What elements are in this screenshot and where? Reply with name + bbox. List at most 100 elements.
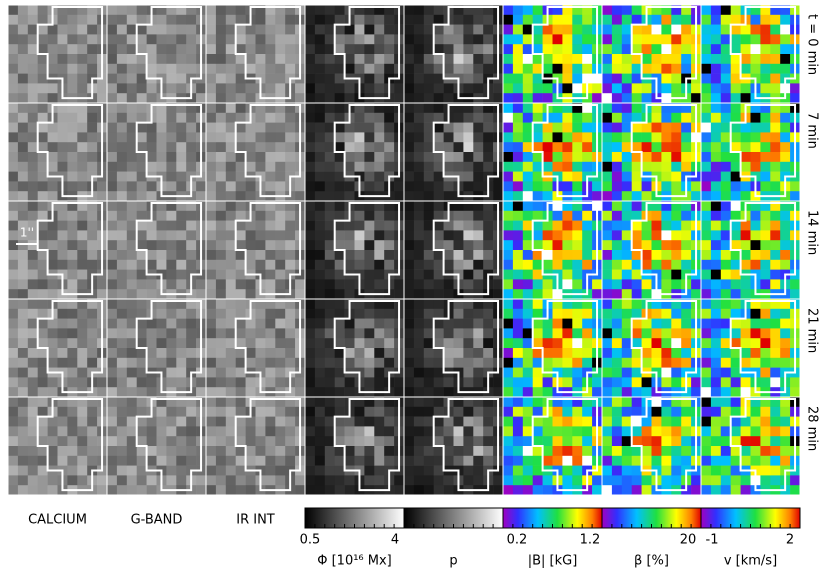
pixel bbox=[513, 15, 523, 25]
pixel bbox=[18, 93, 28, 103]
pixel bbox=[315, 142, 325, 152]
pixel bbox=[117, 358, 127, 368]
pixel bbox=[523, 132, 533, 142]
pixel bbox=[770, 377, 780, 387]
pixel bbox=[335, 407, 345, 417]
pixel bbox=[355, 348, 365, 358]
pixel bbox=[473, 230, 483, 240]
pixel bbox=[77, 54, 87, 64]
pixel bbox=[543, 417, 553, 427]
pixel bbox=[701, 309, 711, 319]
pixel bbox=[107, 123, 117, 133]
pixel bbox=[444, 93, 454, 103]
pixel bbox=[533, 74, 543, 84]
pixel bbox=[513, 64, 523, 74]
pixel bbox=[671, 260, 681, 270]
pixel bbox=[236, 162, 246, 172]
pixel bbox=[463, 466, 473, 476]
pixel bbox=[404, 103, 414, 113]
pixel bbox=[454, 417, 464, 427]
pixel bbox=[671, 25, 681, 35]
pixel bbox=[127, 44, 137, 54]
pixel bbox=[176, 83, 186, 93]
pixel bbox=[711, 338, 721, 348]
pixel bbox=[741, 279, 751, 289]
pixel bbox=[741, 426, 751, 436]
pixel bbox=[701, 34, 711, 44]
pixel bbox=[127, 407, 137, 417]
pixel bbox=[18, 299, 28, 309]
pixel bbox=[760, 407, 770, 417]
pixel bbox=[176, 152, 186, 162]
pixel bbox=[48, 240, 58, 250]
pixel bbox=[632, 319, 642, 329]
pixel bbox=[671, 446, 681, 456]
pixel bbox=[226, 466, 236, 476]
pixel bbox=[137, 44, 147, 54]
pixel bbox=[661, 172, 671, 182]
pixel bbox=[483, 34, 493, 44]
pixel bbox=[444, 250, 454, 260]
pixel bbox=[701, 211, 711, 221]
pixel bbox=[18, 407, 28, 417]
pixel bbox=[117, 475, 127, 485]
pixel bbox=[176, 142, 186, 152]
pixel bbox=[553, 44, 563, 54]
pixel bbox=[473, 319, 483, 329]
pixel bbox=[216, 456, 226, 466]
pixel bbox=[671, 123, 681, 133]
pixel bbox=[632, 358, 642, 368]
pixel bbox=[592, 181, 602, 191]
pixel bbox=[463, 230, 473, 240]
pixel bbox=[157, 240, 167, 250]
pixel bbox=[97, 475, 107, 485]
pixel bbox=[473, 172, 483, 182]
pixel bbox=[157, 348, 167, 358]
pixel bbox=[632, 230, 642, 240]
pixel bbox=[226, 407, 236, 417]
pixel bbox=[127, 74, 137, 84]
pixel bbox=[483, 417, 493, 427]
pixel bbox=[503, 83, 513, 93]
pixel bbox=[265, 475, 275, 485]
pixel bbox=[592, 377, 602, 387]
pixel bbox=[602, 74, 612, 84]
pixel bbox=[127, 123, 137, 133]
pixel bbox=[414, 172, 424, 182]
pixel bbox=[117, 201, 127, 211]
pixel bbox=[414, 279, 424, 289]
pixel bbox=[305, 328, 315, 338]
pixel bbox=[721, 221, 731, 231]
pixel bbox=[18, 417, 28, 427]
pixel bbox=[256, 250, 266, 260]
pixel bbox=[434, 15, 444, 25]
pixel bbox=[275, 319, 285, 329]
pixel bbox=[780, 446, 790, 456]
pixel bbox=[671, 426, 681, 436]
pixel bbox=[463, 446, 473, 456]
pixel bbox=[206, 309, 216, 319]
pixel bbox=[364, 74, 374, 84]
pixel bbox=[374, 162, 384, 172]
pixel bbox=[602, 319, 612, 329]
pixel bbox=[8, 103, 18, 113]
pixel bbox=[305, 181, 315, 191]
pixel bbox=[246, 230, 256, 240]
pixel bbox=[166, 152, 176, 162]
pixel bbox=[236, 34, 246, 44]
pixel bbox=[28, 358, 38, 368]
pixel bbox=[760, 348, 770, 358]
pixel bbox=[127, 5, 137, 15]
pixel bbox=[206, 328, 216, 338]
pixel bbox=[553, 15, 563, 25]
pixel bbox=[553, 358, 563, 368]
pixel bbox=[701, 201, 711, 211]
pixel bbox=[711, 240, 721, 250]
pixel bbox=[216, 417, 226, 427]
pixel bbox=[137, 260, 147, 270]
pixel bbox=[414, 211, 424, 221]
pixel bbox=[137, 348, 147, 358]
pixel bbox=[760, 417, 770, 427]
pixel bbox=[127, 338, 137, 348]
pixel bbox=[721, 279, 731, 289]
